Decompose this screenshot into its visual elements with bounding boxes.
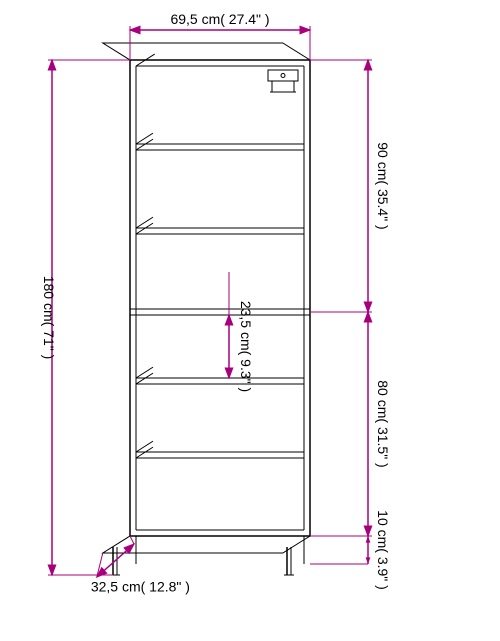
wall-bracket — [268, 70, 298, 81]
front-face — [130, 60, 310, 536]
dim-depth-label: 32,5 cm( 12.8" ) — [91, 579, 190, 595]
dim-depth — [97, 544, 134, 577]
dim-lower-label: 80 cm( 31.5" ) — [375, 380, 391, 467]
dim-upper-label: 90 cm( 35.4" ) — [375, 142, 391, 229]
dim-height-total-label: 180 cm( 71" ) — [41, 276, 57, 360]
dim-width-top-label: 69,5 cm( 27.4" ) — [170, 11, 269, 27]
dim-legs-label: 10 cm( 3.9" ) — [375, 510, 391, 590]
dim-shelf-spacing-label: 23,5 cm( 9.3" ) — [238, 301, 254, 392]
